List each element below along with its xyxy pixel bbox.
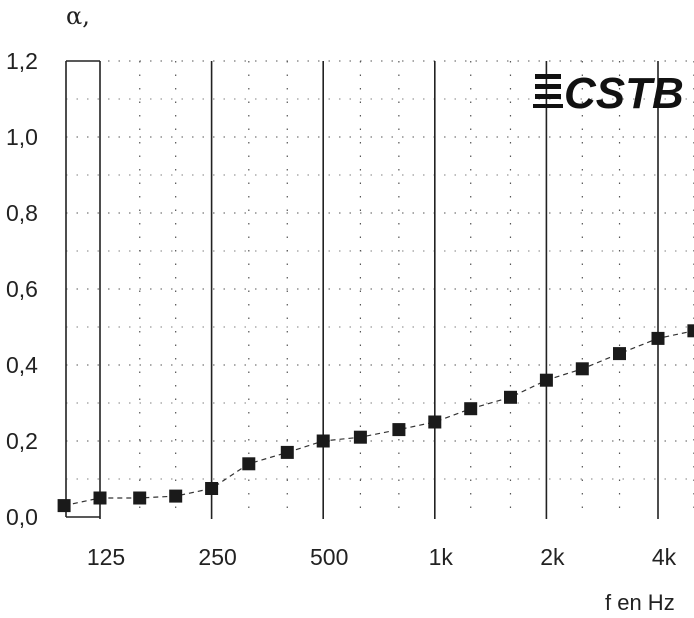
cstb-logo: CSTB	[533, 69, 684, 118]
data-point	[57, 499, 71, 513]
data-point	[93, 491, 107, 505]
x-axis-label: f en Hz	[605, 590, 675, 615]
y-tick-label: 0,4	[6, 352, 38, 378]
y-tick-label: 0,2	[6, 428, 38, 454]
y-tick-label: 1,2	[6, 48, 38, 74]
series-line	[63, 330, 694, 507]
data-point	[464, 402, 478, 416]
data-point	[353, 430, 367, 444]
y-tick-label: 1,0	[6, 124, 38, 150]
x-tick-label: 2k	[540, 544, 565, 570]
logo-text: CSTB	[564, 69, 684, 118]
axes	[65, 60, 659, 519]
y-axis-label: α,	[66, 2, 90, 30]
x-tick-label: 125	[87, 544, 125, 570]
data-point	[687, 324, 694, 338]
data-point	[613, 347, 626, 361]
data-point	[133, 491, 147, 505]
data-point	[392, 423, 406, 437]
data-point	[651, 331, 665, 345]
data-point	[169, 489, 183, 503]
y-tick-label: 0,8	[6, 200, 38, 226]
data-point	[539, 373, 553, 387]
x-tick-label: 500	[310, 544, 348, 570]
data-point	[280, 445, 294, 459]
data-point	[575, 362, 589, 376]
data-point	[428, 415, 442, 429]
logo-bars-icon	[533, 74, 563, 108]
x-tick-label: 1k	[429, 544, 454, 570]
x-tick-label: 250	[198, 544, 236, 570]
data-point	[316, 434, 330, 448]
y-tick-label: 0,0	[6, 504, 38, 530]
data-point	[504, 390, 517, 404]
data-point	[242, 457, 256, 471]
y-tick-label: 0,6	[6, 276, 38, 302]
x-tick-label: 4k	[652, 544, 677, 570]
labels: 0,0 0,2 0,4 0,6 0,8 1,0 1,2 125 250 500 1k 2k 4k	[6, 48, 677, 570]
data-point	[205, 482, 219, 495]
data-series	[57, 324, 694, 513]
grid	[66, 60, 694, 517]
